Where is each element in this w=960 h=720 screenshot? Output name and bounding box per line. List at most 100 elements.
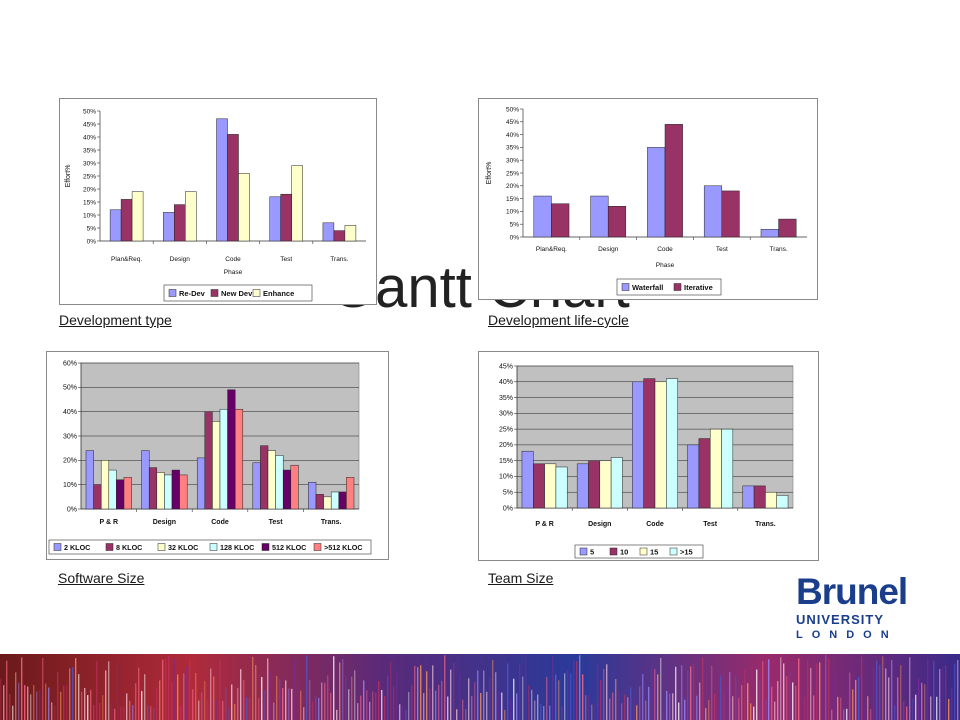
band-stripe bbox=[525, 654, 527, 720]
caption-team-size[interactable]: Team Size bbox=[488, 570, 554, 586]
legend-label: >512 KLOC bbox=[324, 543, 363, 552]
x-tick-label: Plan&Req. bbox=[111, 256, 142, 263]
band-stripe bbox=[942, 666, 944, 720]
x-tick-label: Code bbox=[225, 256, 241, 263]
band-stripe bbox=[693, 663, 695, 720]
band-stripe bbox=[339, 662, 341, 720]
band-stripe bbox=[309, 679, 311, 720]
band-stripe bbox=[246, 697, 248, 720]
x-tick-label: Test bbox=[703, 521, 718, 528]
band-stripe bbox=[297, 685, 299, 720]
band-stripe bbox=[180, 705, 182, 720]
y-axis-title: Effort% bbox=[486, 162, 493, 185]
x-tick-label: P & R bbox=[100, 519, 119, 526]
bar bbox=[687, 444, 700, 509]
band-stripe bbox=[441, 680, 443, 720]
band-stripe bbox=[672, 693, 674, 720]
band-stripe bbox=[51, 702, 53, 720]
band-stripe bbox=[852, 689, 854, 720]
band-stripe bbox=[456, 709, 458, 720]
caption-software-size[interactable]: Software Size bbox=[58, 570, 145, 586]
y-tick-label: 30% bbox=[499, 411, 513, 418]
band-stripe bbox=[774, 701, 776, 720]
band-stripe bbox=[768, 659, 770, 720]
band-stripe bbox=[567, 670, 569, 720]
caption-development-type[interactable]: Development type bbox=[59, 312, 172, 328]
bar bbox=[760, 229, 779, 238]
development-life-cycle-chart: 0% 5% 10% 15% 20% 25% 30% 35% 40% 45% 50% Plan&Req.… bbox=[478, 98, 818, 300]
band-stripe bbox=[789, 671, 791, 720]
y-tick-label: 5% bbox=[510, 222, 520, 229]
band-stripe bbox=[213, 676, 215, 720]
band-stripe bbox=[207, 699, 209, 720]
band-stripe bbox=[162, 659, 164, 720]
band-stripe bbox=[756, 669, 758, 720]
band-stripe bbox=[465, 709, 467, 720]
band-stripe bbox=[513, 678, 515, 720]
x-tick-label: Design bbox=[598, 246, 619, 253]
band-stripe bbox=[15, 672, 17, 720]
legend-label: New Dev bbox=[221, 289, 253, 298]
band-stripe bbox=[141, 691, 143, 720]
bar bbox=[85, 450, 94, 510]
band-stripe bbox=[45, 683, 47, 720]
band-stripe bbox=[471, 695, 473, 720]
legend-swatch bbox=[261, 543, 270, 551]
band-stripe bbox=[885, 668, 887, 720]
band-stripe bbox=[858, 676, 860, 720]
band-stripe bbox=[828, 658, 830, 720]
band-stripe bbox=[630, 687, 632, 720]
y-tick-label: 15% bbox=[83, 199, 96, 206]
band-stripe bbox=[750, 703, 752, 720]
bar bbox=[290, 464, 299, 510]
band-stripe bbox=[678, 702, 680, 720]
band-stripe bbox=[57, 671, 59, 720]
legend-label: 10 bbox=[620, 547, 628, 556]
decorative-footer-band bbox=[0, 654, 960, 720]
y-tick-label: 20% bbox=[83, 186, 96, 193]
y-tick-label: 5% bbox=[503, 490, 513, 497]
team-size-chart-svg: 0% 5% 10% 15% 20% 25% 30% 35% 40% 45% P & R Design C… bbox=[499, 363, 794, 559]
band-stripe bbox=[786, 675, 788, 720]
y-tick-label: 5% bbox=[87, 225, 97, 232]
band-stripe bbox=[420, 665, 422, 720]
logo-line-1: Brunel bbox=[796, 571, 908, 612]
band-stripe bbox=[660, 657, 662, 720]
bar bbox=[171, 469, 180, 510]
band-stripe bbox=[237, 688, 239, 720]
x-tick-label: Design bbox=[170, 256, 191, 263]
band-stripe bbox=[129, 700, 131, 720]
bar bbox=[252, 462, 261, 510]
band-stripe bbox=[819, 662, 821, 720]
band-stripe bbox=[804, 697, 806, 720]
bar bbox=[100, 460, 110, 510]
legend-label: 5 bbox=[590, 547, 594, 556]
x-tick-label: Test bbox=[280, 256, 292, 263]
band-stripe bbox=[897, 677, 899, 720]
band-stripe bbox=[168, 655, 170, 720]
band-stripe bbox=[48, 687, 50, 720]
bar bbox=[632, 381, 644, 509]
bar bbox=[590, 195, 609, 238]
band-stripe bbox=[462, 699, 464, 720]
band-stripe bbox=[396, 671, 398, 720]
bar bbox=[196, 457, 206, 510]
band-stripe bbox=[771, 686, 773, 720]
bar bbox=[260, 445, 269, 510]
band-stripe bbox=[156, 688, 158, 720]
band-stripe bbox=[285, 680, 287, 720]
y-tick-label: 50% bbox=[63, 385, 77, 392]
x-tick-label: Trans. bbox=[755, 521, 776, 528]
band-stripe bbox=[87, 695, 89, 720]
band-stripe bbox=[933, 660, 935, 720]
band-stripe bbox=[201, 692, 203, 720]
x-tick-label: Code bbox=[657, 246, 673, 253]
y-tick-label: 25% bbox=[506, 170, 519, 177]
band-stripe bbox=[495, 672, 497, 720]
bar bbox=[551, 203, 570, 238]
y-tick-label: 25% bbox=[499, 426, 513, 433]
caption-development-life-cycle[interactable]: Development life-cycle bbox=[488, 312, 629, 328]
band-stripe bbox=[669, 693, 671, 720]
band-stripe bbox=[108, 661, 110, 720]
band-stripe bbox=[807, 660, 809, 720]
